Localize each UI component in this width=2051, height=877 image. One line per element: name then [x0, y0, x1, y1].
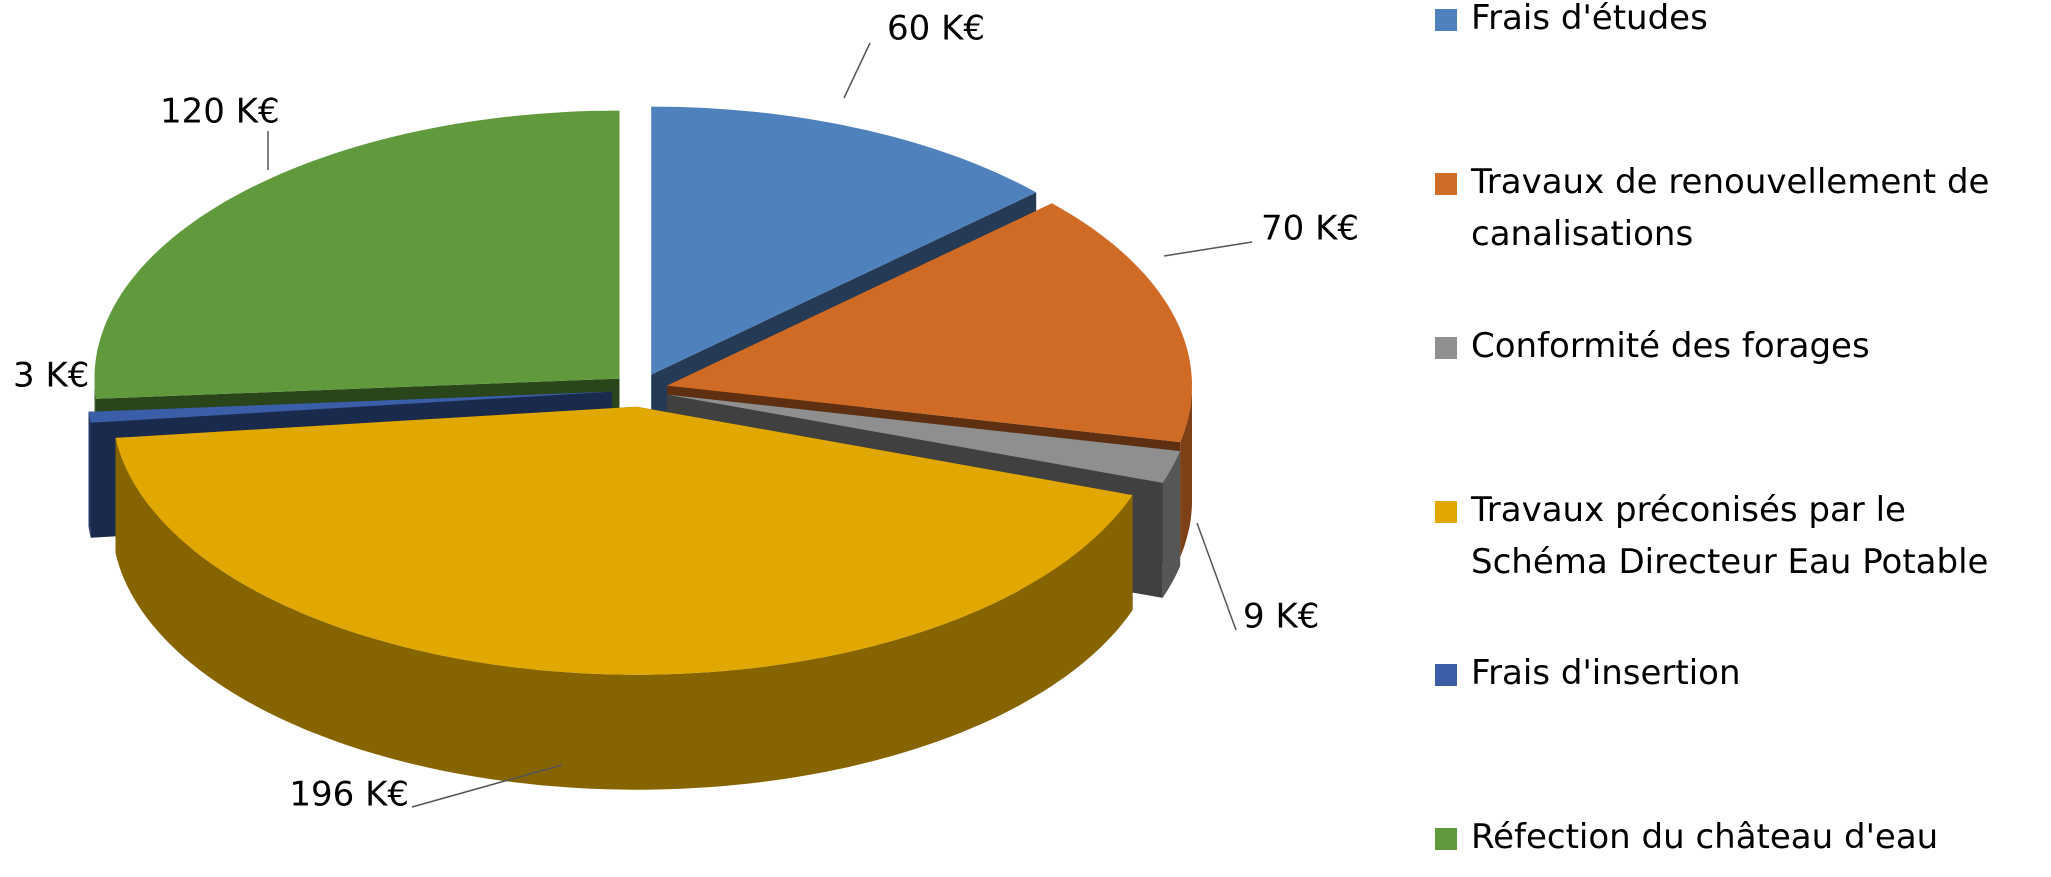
- legend-swatch: [1435, 664, 1457, 686]
- slice-wall: [1180, 385, 1192, 558]
- legend-label: Conformité des forages: [1471, 326, 1870, 366]
- pie-area: 60 K€ 70 K€ 9 K€ 196 K€ 3 K€ 120 K€: [13, 9, 1359, 815]
- leader-line: [1163, 241, 1253, 257]
- legend-swatch: [1435, 9, 1457, 31]
- data-label: 120 K€: [160, 92, 280, 132]
- legend-item: Travaux de renouvellement de canalisatio…: [1435, 156, 2025, 260]
- slice-top: [94, 110, 620, 399]
- slice-top: [88, 391, 613, 423]
- legend-item: Frais d'études: [1435, 0, 2025, 44]
- leader-line: [411, 764, 563, 808]
- legend-label: Travaux de renouvellement de canalisatio…: [1471, 162, 1990, 254]
- slice-top: [115, 406, 1133, 675]
- data-label: 196 K€: [289, 775, 409, 815]
- legend-label: Réfection du château d'eau: [1471, 817, 1939, 857]
- legend-swatch: [1435, 501, 1457, 523]
- data-label: 3 K€: [13, 356, 89, 396]
- leader-line: [843, 42, 871, 99]
- legend-label: Travaux préconisés par le Schéma Directe…: [1471, 490, 1989, 582]
- legend-label: Frais d'études: [1471, 0, 1708, 38]
- legend-item: Conformité des forages: [1435, 320, 2025, 372]
- data-label: 9 K€: [1243, 597, 1319, 637]
- data-label: 60 K€: [887, 9, 985, 49]
- legend-swatch: [1435, 337, 1457, 359]
- slice-top: [667, 203, 1192, 443]
- slice-wall: [1162, 451, 1181, 598]
- slice-wall: [115, 437, 1133, 790]
- slice-wall: [88, 411, 91, 538]
- legend-swatch: [1435, 173, 1457, 195]
- legend-item: Travaux préconisés par le Schéma Directe…: [1435, 484, 2025, 588]
- data-label: 70 K€: [1261, 209, 1359, 249]
- legend-label: Frais d'insertion: [1471, 653, 1741, 693]
- legend-item: Frais d'insertion: [1435, 647, 2025, 699]
- slice-top: [651, 106, 1037, 375]
- slice-top: [667, 394, 1181, 483]
- legend-item: Réfection du château d'eau: [1435, 811, 2025, 863]
- slice: [115, 406, 1133, 790]
- legend-swatch: [1435, 828, 1457, 850]
- leader-line: [1196, 522, 1237, 631]
